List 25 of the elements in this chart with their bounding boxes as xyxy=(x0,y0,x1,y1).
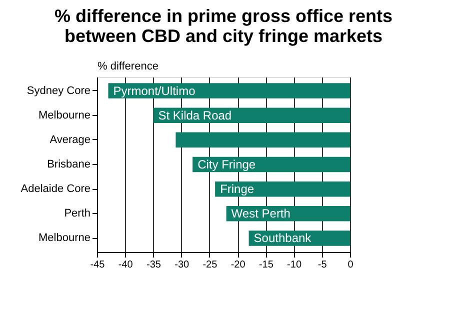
chart-title: % difference in prime gross office rents between CBD and city fringe markets xyxy=(54,6,393,46)
x-tick-label: -15 xyxy=(258,260,274,270)
data-label: Southbank xyxy=(254,231,312,246)
y-tick-label: Melbourne xyxy=(38,232,90,244)
data-label: West Perth xyxy=(231,206,290,221)
y-tick-label: Brisbane xyxy=(47,158,90,170)
y-tick-label: Perth xyxy=(64,208,90,220)
data-label: Fringe xyxy=(220,182,254,196)
y-tick-label: Sydney Core xyxy=(26,84,90,97)
y-tick-label: Adelaide Core xyxy=(20,183,90,196)
x-tick-label: -40 xyxy=(118,260,134,270)
y-tick-label: Average xyxy=(50,134,90,146)
x-tick-label: -45 xyxy=(90,260,106,270)
x-tick-label: 0 xyxy=(348,260,354,270)
x-tick-label: -35 xyxy=(146,260,162,270)
x-tick-label: -25 xyxy=(202,260,218,270)
data-label: Pyrmont/Ultimo xyxy=(113,84,196,98)
y-tick-label: Melbourne xyxy=(38,109,90,122)
x-tick-label: -30 xyxy=(174,260,190,270)
x-axis-title: % difference xyxy=(98,60,158,72)
data-label: St Kilda Road xyxy=(158,108,232,122)
x-tick-label: -5 xyxy=(318,260,328,270)
x-tick-label: -10 xyxy=(287,260,302,270)
x-tick-label: -20 xyxy=(230,260,246,270)
data-label: City Fringe xyxy=(198,158,256,172)
